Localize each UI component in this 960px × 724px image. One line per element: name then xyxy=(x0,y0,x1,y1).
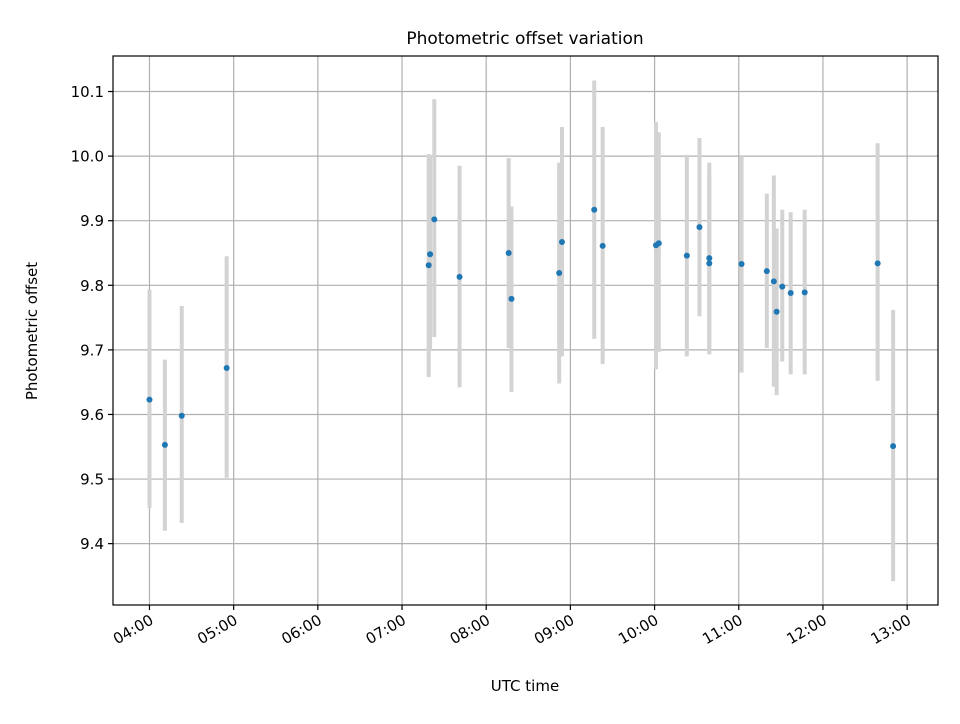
data-point xyxy=(773,308,780,315)
y-axis-label: Photometric offset xyxy=(23,262,41,400)
data-point xyxy=(508,295,515,302)
data-point xyxy=(556,270,563,277)
data-point xyxy=(223,364,230,371)
data-point xyxy=(779,283,786,290)
y-tick-label: 9.4 xyxy=(80,535,104,553)
tick-layer: 04:00 05:00 06:00 07:00 08:00 09:00 10:00 11:00… xyxy=(71,83,915,648)
data-point xyxy=(431,216,438,223)
x-tick-label: 04:00 xyxy=(110,611,156,648)
grid-layer xyxy=(113,56,938,605)
data-point xyxy=(890,443,897,450)
y-tick-label: 10.0 xyxy=(71,148,104,166)
data-point xyxy=(599,242,606,249)
point-layer xyxy=(146,206,897,450)
x-tick-label: 09:00 xyxy=(531,611,577,648)
data-point xyxy=(738,260,745,267)
x-axis-label: UTC time xyxy=(491,677,559,695)
plot-area-frame xyxy=(112,55,939,606)
x-tick-label: 12:00 xyxy=(784,611,830,648)
x-tick-label: 08:00 xyxy=(447,611,493,648)
data-point xyxy=(655,240,662,247)
data-point xyxy=(763,268,770,275)
y-tick-label: 9.7 xyxy=(80,341,104,359)
data-point xyxy=(696,224,703,231)
x-tick-label: 10:00 xyxy=(615,611,661,648)
data-point xyxy=(456,273,463,280)
data-point xyxy=(161,441,168,448)
data-point xyxy=(706,255,713,262)
data-point xyxy=(706,260,713,267)
data-point xyxy=(178,412,185,419)
y-tick-label: 9.9 xyxy=(80,212,104,230)
y-tick-label: 9.6 xyxy=(80,406,104,424)
data-point xyxy=(425,262,432,269)
data-point xyxy=(787,290,794,297)
y-tick-label: 9.5 xyxy=(80,471,104,489)
x-tick-label: 07:00 xyxy=(363,611,409,648)
data-point xyxy=(558,239,565,246)
x-tick-label: 05:00 xyxy=(194,611,240,648)
data-point xyxy=(427,251,434,258)
y-tick-label: 10.1 xyxy=(71,83,104,101)
data-point xyxy=(801,289,808,296)
x-tick-label: 06:00 xyxy=(278,611,324,648)
data-point xyxy=(683,252,690,259)
data-point xyxy=(146,396,153,403)
chart-title: Photometric offset variation xyxy=(406,29,643,49)
x-tick-label: 11:00 xyxy=(699,611,745,648)
data-point xyxy=(505,249,512,256)
x-tick-label: 13:00 xyxy=(868,611,914,648)
y-tick-label: 9.8 xyxy=(80,277,104,295)
data-point xyxy=(591,206,598,213)
data-point xyxy=(874,260,881,267)
data-point xyxy=(770,278,777,285)
